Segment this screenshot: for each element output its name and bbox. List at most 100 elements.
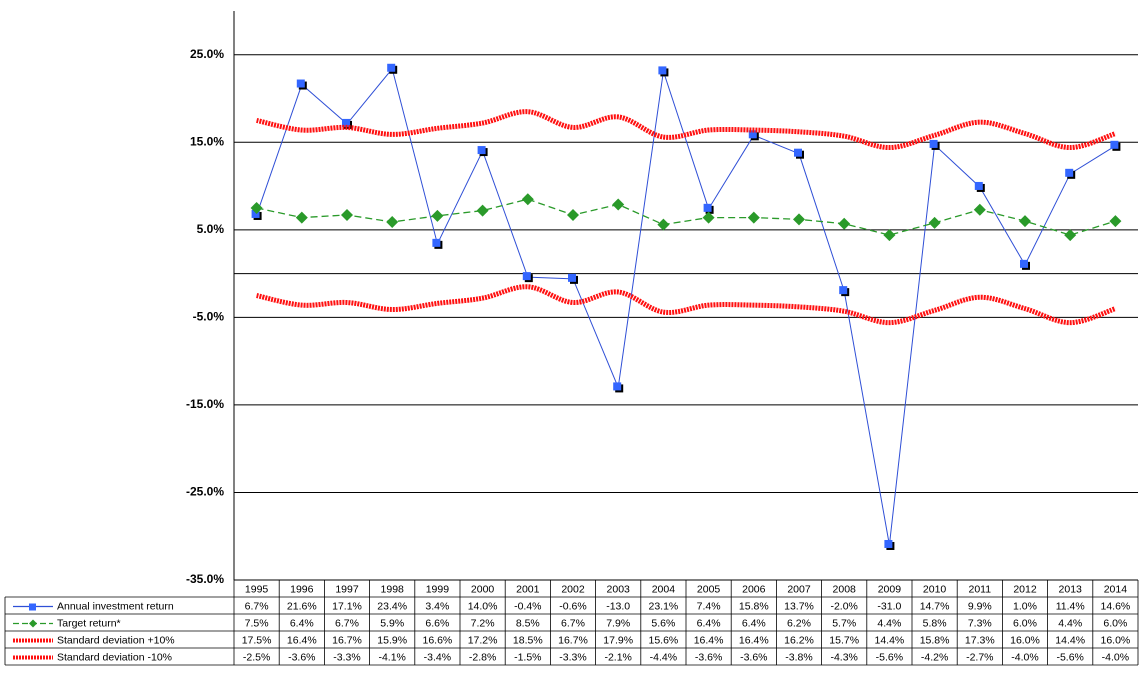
table-value: 7.4%	[697, 600, 721, 612]
table-value: -2.7%	[966, 651, 993, 663]
legend-label: Standard deviation +10%	[57, 634, 175, 646]
series-line	[256, 284, 1117, 326]
x-tick-label: 2004	[652, 583, 676, 595]
marker	[658, 66, 667, 75]
x-tick-label: 1997	[335, 583, 359, 595]
table-value: -3.3%	[333, 651, 360, 663]
table-value: 6.7%	[335, 617, 359, 629]
marker	[747, 211, 760, 224]
y-tick-label: -35.0%	[186, 572, 224, 586]
x-tick-label: 1995	[245, 583, 269, 595]
marker	[703, 203, 712, 212]
x-tick-label: 2005	[697, 583, 721, 595]
x-tick-label: 2014	[1104, 583, 1128, 595]
table-value: 14.4%	[1055, 634, 1085, 646]
marker	[838, 217, 851, 230]
x-tick-label: 2009	[878, 583, 902, 595]
table-value: 1.0%	[1013, 600, 1037, 612]
table-value: -1.5%	[514, 651, 541, 663]
table-value: 6.4%	[290, 617, 314, 629]
table-value: -3.3%	[559, 651, 586, 663]
legend-label: Annual investment return	[57, 600, 174, 612]
table-value: 23.1%	[649, 600, 679, 612]
table-value: 16.4%	[739, 634, 769, 646]
x-tick-label: 2010	[923, 583, 947, 595]
x-tick-label: 2001	[516, 583, 540, 595]
marker	[431, 209, 444, 222]
marker	[883, 229, 896, 242]
x-tick-label: 2006	[742, 583, 766, 595]
marker	[1064, 229, 1077, 242]
table-value: 16.4%	[287, 634, 317, 646]
table-value: -5.6%	[876, 651, 903, 663]
marker	[702, 211, 715, 224]
table-value: 15.8%	[920, 634, 950, 646]
marker	[839, 286, 848, 295]
table-value: 5.9%	[380, 617, 404, 629]
marker	[1110, 140, 1119, 149]
table-value: 23.4%	[377, 600, 407, 612]
table-value: -4.3%	[830, 651, 857, 663]
table-value: 17.9%	[603, 634, 633, 646]
table-value: 7.5%	[245, 617, 269, 629]
marker	[432, 238, 441, 247]
table-value: 11.4%	[1056, 600, 1085, 612]
y-tick-label: -25.0%	[186, 485, 224, 499]
table-value: 6.0%	[1013, 617, 1037, 629]
y-tick-label: -15.0%	[186, 397, 224, 411]
table-value: -4.2%	[921, 651, 948, 663]
table-value: -0.4%	[514, 600, 541, 612]
table-value: 6.7%	[245, 600, 269, 612]
table-value: -4.0%	[1102, 651, 1129, 663]
table-value: 16.4%	[694, 634, 724, 646]
table-value: 6.6%	[425, 617, 449, 629]
marker	[477, 146, 486, 155]
marker	[974, 181, 983, 190]
marker	[296, 79, 305, 88]
table-value: 4.4%	[1058, 617, 1082, 629]
table-value: 14.0%	[468, 600, 498, 612]
table-value: -2.8%	[469, 651, 496, 663]
marker	[973, 203, 986, 216]
table-value: -4.1%	[378, 651, 405, 663]
table-value: 6.7%	[561, 617, 585, 629]
table-value: 4.4%	[877, 617, 901, 629]
table-value: 8.5%	[516, 617, 540, 629]
table-value: 15.8%	[739, 600, 769, 612]
marker	[387, 63, 396, 72]
marker	[341, 208, 353, 221]
table-value: -2.5%	[243, 651, 270, 663]
y-tick-label: 25.0%	[190, 47, 224, 61]
table-value: -2.0%	[830, 600, 857, 612]
table-value: -4.4%	[650, 651, 677, 663]
table-value: 5.6%	[651, 617, 675, 629]
table-value: 6.4%	[742, 617, 766, 629]
marker	[295, 211, 308, 224]
table-value: 6.2%	[787, 617, 811, 629]
table-value: -13.0	[606, 600, 630, 612]
series-line	[256, 109, 1117, 151]
table-value: -31.0	[877, 600, 901, 612]
table-value: -3.4%	[424, 651, 451, 663]
x-tick-label: 2011	[969, 583, 992, 595]
series-line	[256, 67, 1116, 546]
table-value: 16.7%	[332, 634, 362, 646]
y-tick-label: 5.0%	[197, 222, 225, 236]
marker	[884, 539, 893, 548]
table-value: 21.6%	[287, 600, 317, 612]
marker	[1109, 215, 1122, 228]
table-value: 17.5%	[242, 634, 272, 646]
table-value: 7.9%	[606, 617, 630, 629]
table-value: -3.6%	[695, 651, 722, 663]
table-value: 3.4%	[425, 600, 449, 612]
marker	[342, 118, 350, 127]
marker	[928, 216, 941, 229]
table-value: -5.6%	[1056, 651, 1083, 663]
table-value: 14.4%	[875, 634, 905, 646]
legend-label: Standard deviation -10%	[57, 651, 172, 663]
table-value: 9.9%	[968, 600, 992, 612]
table-value: 15.7%	[829, 634, 859, 646]
table-value: 17.2%	[468, 634, 498, 646]
marker	[657, 218, 670, 231]
